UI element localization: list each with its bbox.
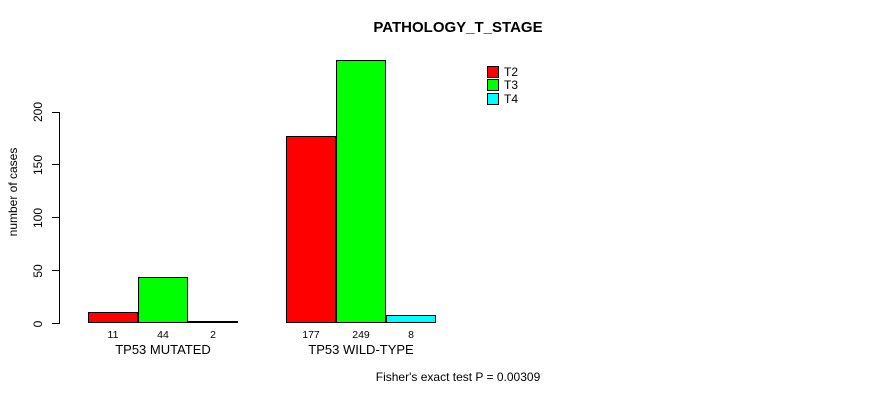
- y-tick-mark: [52, 217, 59, 219]
- y-axis-line: [59, 112, 60, 324]
- legend: T2 T3 T4: [487, 66, 518, 106]
- legend-item: T3: [487, 78, 519, 93]
- bar-t4: [188, 321, 238, 324]
- y-tick-mark: [52, 270, 59, 272]
- bar-t4: [386, 315, 436, 324]
- bar-value-label: 249: [352, 329, 370, 341]
- group-label: TP53 WILD-TYPE: [308, 342, 414, 357]
- bar-t3: [138, 276, 188, 324]
- group-label: TP53 MUTATED: [115, 342, 211, 357]
- y-tick-label: 150: [31, 154, 45, 175]
- y-tick-label: 0: [31, 320, 45, 327]
- y-axis-title: number of cases: [6, 147, 20, 237]
- y-tick-mark: [52, 323, 59, 324]
- chart-title: PATHOLOGY_T_STAGE: [373, 19, 543, 36]
- legend-swatch-t3: [487, 79, 499, 92]
- footnote-pvalue: Fisher's exact test P = 0.00309: [375, 370, 541, 384]
- legend-swatch-t2: [487, 66, 499, 78]
- legend-item: T4: [487, 91, 519, 106]
- bar-value-label: 11: [107, 329, 119, 341]
- legend-label: T3: [504, 78, 519, 93]
- y-tick-label: 100: [31, 207, 45, 228]
- bar-t3: [336, 60, 386, 324]
- bar-value-label: 177: [302, 329, 320, 341]
- y-tick-mark: [52, 111, 59, 113]
- bar-t2: [88, 311, 138, 324]
- bar-value-label: 44: [157, 329, 169, 341]
- y-tick-label: 200: [31, 102, 45, 123]
- legend-item: T2: [487, 66, 518, 78]
- bar-value-label: 8: [408, 329, 414, 341]
- y-tick-label: 50: [31, 263, 45, 278]
- bar-value-label: 2: [210, 329, 216, 341]
- legend-label: T4: [504, 91, 519, 106]
- legend-label: T2: [504, 65, 519, 79]
- y-tick-mark: [52, 164, 59, 166]
- legend-swatch-t4: [487, 92, 499, 105]
- bar-t2: [286, 136, 336, 324]
